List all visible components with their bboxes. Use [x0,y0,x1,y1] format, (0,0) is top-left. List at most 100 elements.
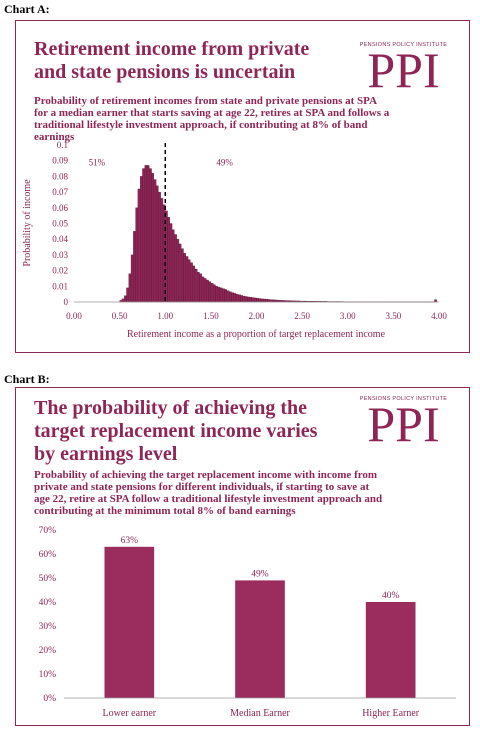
chart-a-subtitle-line: Probability of retirement incomes from s… [34,95,378,107]
chart-b-title-line3: by earnings level [34,443,178,465]
x-category-label: Median Earner [230,708,290,719]
y-tick-label: 0.03 [52,250,68,260]
y-tick-label: 30% [39,622,57,632]
annotation-left: 51% [89,157,106,167]
ppi-logo-text: PPI [367,42,440,98]
bar-chart: 0% 10% 20% 30% 40% 50% 60% 70% 63% 49% 40% Lower … [39,526,456,719]
y-axis-ticks: 0% 10% 20% 30% 40% 50% 60% 70% [39,526,57,704]
histogram-bars [119,165,437,303]
histogram-bar [231,292,234,303]
histogram-bar [235,293,239,303]
chart-a-title-line2: and state pensions is uncertain [34,61,296,83]
chart-b-subtitle-line: Probability of achieving the target repl… [34,469,378,481]
histogram-bar [240,295,243,303]
chart-a-subtitle-line: for a median earner that starts saving a… [34,107,390,120]
histogram-bar [217,286,221,303]
histogram-bar [135,207,139,303]
histogram-bar [219,287,223,303]
ppi-logo: PENSIONS POLICY INSTITUTE PPI [356,42,451,98]
histogram-bar [206,279,209,303]
histogram-bar [167,217,170,303]
chart-a-title: Retirement income from private and state… [34,38,309,84]
y-tick-label: 0.02 [52,266,68,276]
x-category-label: Lower earner [103,708,157,719]
x-tick-label: 0.00 [66,311,82,321]
y-tick-label: 20% [39,646,57,656]
y-tick-label: 0.09 [52,156,68,166]
y-tick-label: 0.05 [52,219,68,229]
histogram-bar [187,259,191,303]
y-tick-label: 0.04 [52,234,68,244]
chart-b-subtitle: Probability of achieving the target repl… [34,469,382,517]
histogram-bar [176,239,180,303]
histogram-bar [174,234,177,303]
x-category-label: Higher Earner [362,708,420,719]
chart-b-label: Chart B: [4,372,50,386]
chart-b-panel: The probability of achieving the target … [15,387,470,726]
ppi-logo-small-text: PENSIONS POLICY INSTITUTE [359,396,448,402]
y-tick-label: 0.06 [52,203,68,213]
chart-b-title-line1: The probability of achieving the [34,397,307,419]
histogram-bar [183,253,186,303]
histogram-bar [228,291,232,303]
histogram-bar [244,296,248,303]
y-tick-label: 0.1 [57,140,68,150]
chart-a-subtitle-line: earnings [34,131,75,144]
histogram-bar [222,288,225,303]
x-tick-label: 3.00 [340,311,356,321]
histogram-bar [171,229,175,303]
chart-b-title: The probability of achieving the target … [34,397,317,466]
histogram-bar [215,286,218,303]
y-tick-label: 70% [39,526,57,536]
histogram-bar [126,287,129,303]
chart-b-subtitle-line: contributing at the minimum total 8% of … [34,505,296,518]
y-tick-label: 0.08 [52,171,68,181]
histogram-bar [178,243,182,303]
histogram-bar [144,165,148,303]
histogram-bar [160,198,164,303]
histogram-bar [169,223,173,303]
y-tick-label: 40% [39,598,57,608]
histogram-bar [137,188,141,303]
bar [365,602,416,698]
y-tick-label: 0.01 [52,281,68,291]
bar [235,580,285,698]
ppi-logo-text: PPI [367,396,440,452]
x-tick-label: 1.00 [157,311,173,321]
histogram-bar [133,231,136,303]
y-axis-label: Probability of income [22,179,33,267]
histogram-bar [149,168,152,303]
chart-a-subtitle: Probability of retirement incomes from s… [34,95,389,143]
histogram-bar [185,256,189,303]
histogram-bar [197,272,200,303]
histogram-bar [190,262,193,303]
histogram-bar [158,191,161,303]
x-tick-label: 2.00 [249,311,265,321]
histogram-bar [130,254,134,303]
y-tick-label: 60% [39,550,57,560]
x-axis-label: Retirement income as a proportion of tar… [127,329,386,340]
histogram-bar [238,294,241,303]
ppi-logo: PENSIONS POLICY INSTITUTE PPI [356,396,451,452]
bar-value-label: 63% [121,536,139,546]
histogram-bar [142,168,145,303]
histogram-bar [263,298,266,303]
histogram-bar [210,283,214,303]
x-tick-label: 3.50 [386,311,402,321]
bars: 63% 49% 40% [104,536,416,698]
histogram-bar [224,289,227,303]
x-tick-label: 4.00 [431,311,447,321]
x-tick-label: 0.50 [112,311,128,321]
histogram-bar [265,299,269,303]
histogram-bar [146,165,150,303]
ppi-logo-small-text: PENSIONS POLICY INSTITUTE [359,42,448,48]
histogram-bar [233,293,237,303]
histogram-bar [254,297,257,303]
histogram-bar [192,265,196,303]
chart-a-label: Chart A: [4,2,50,16]
histogram-bar [226,290,230,303]
histogram-bar [258,298,262,303]
chart-a-panel: Retirement income from private and state… [15,20,470,353]
x-axis-ticks: 0.00 0.50 1.00 1.50 2.00 2.50 3.00 3.50 4.00 [66,311,447,321]
histogram-bar [247,296,250,303]
